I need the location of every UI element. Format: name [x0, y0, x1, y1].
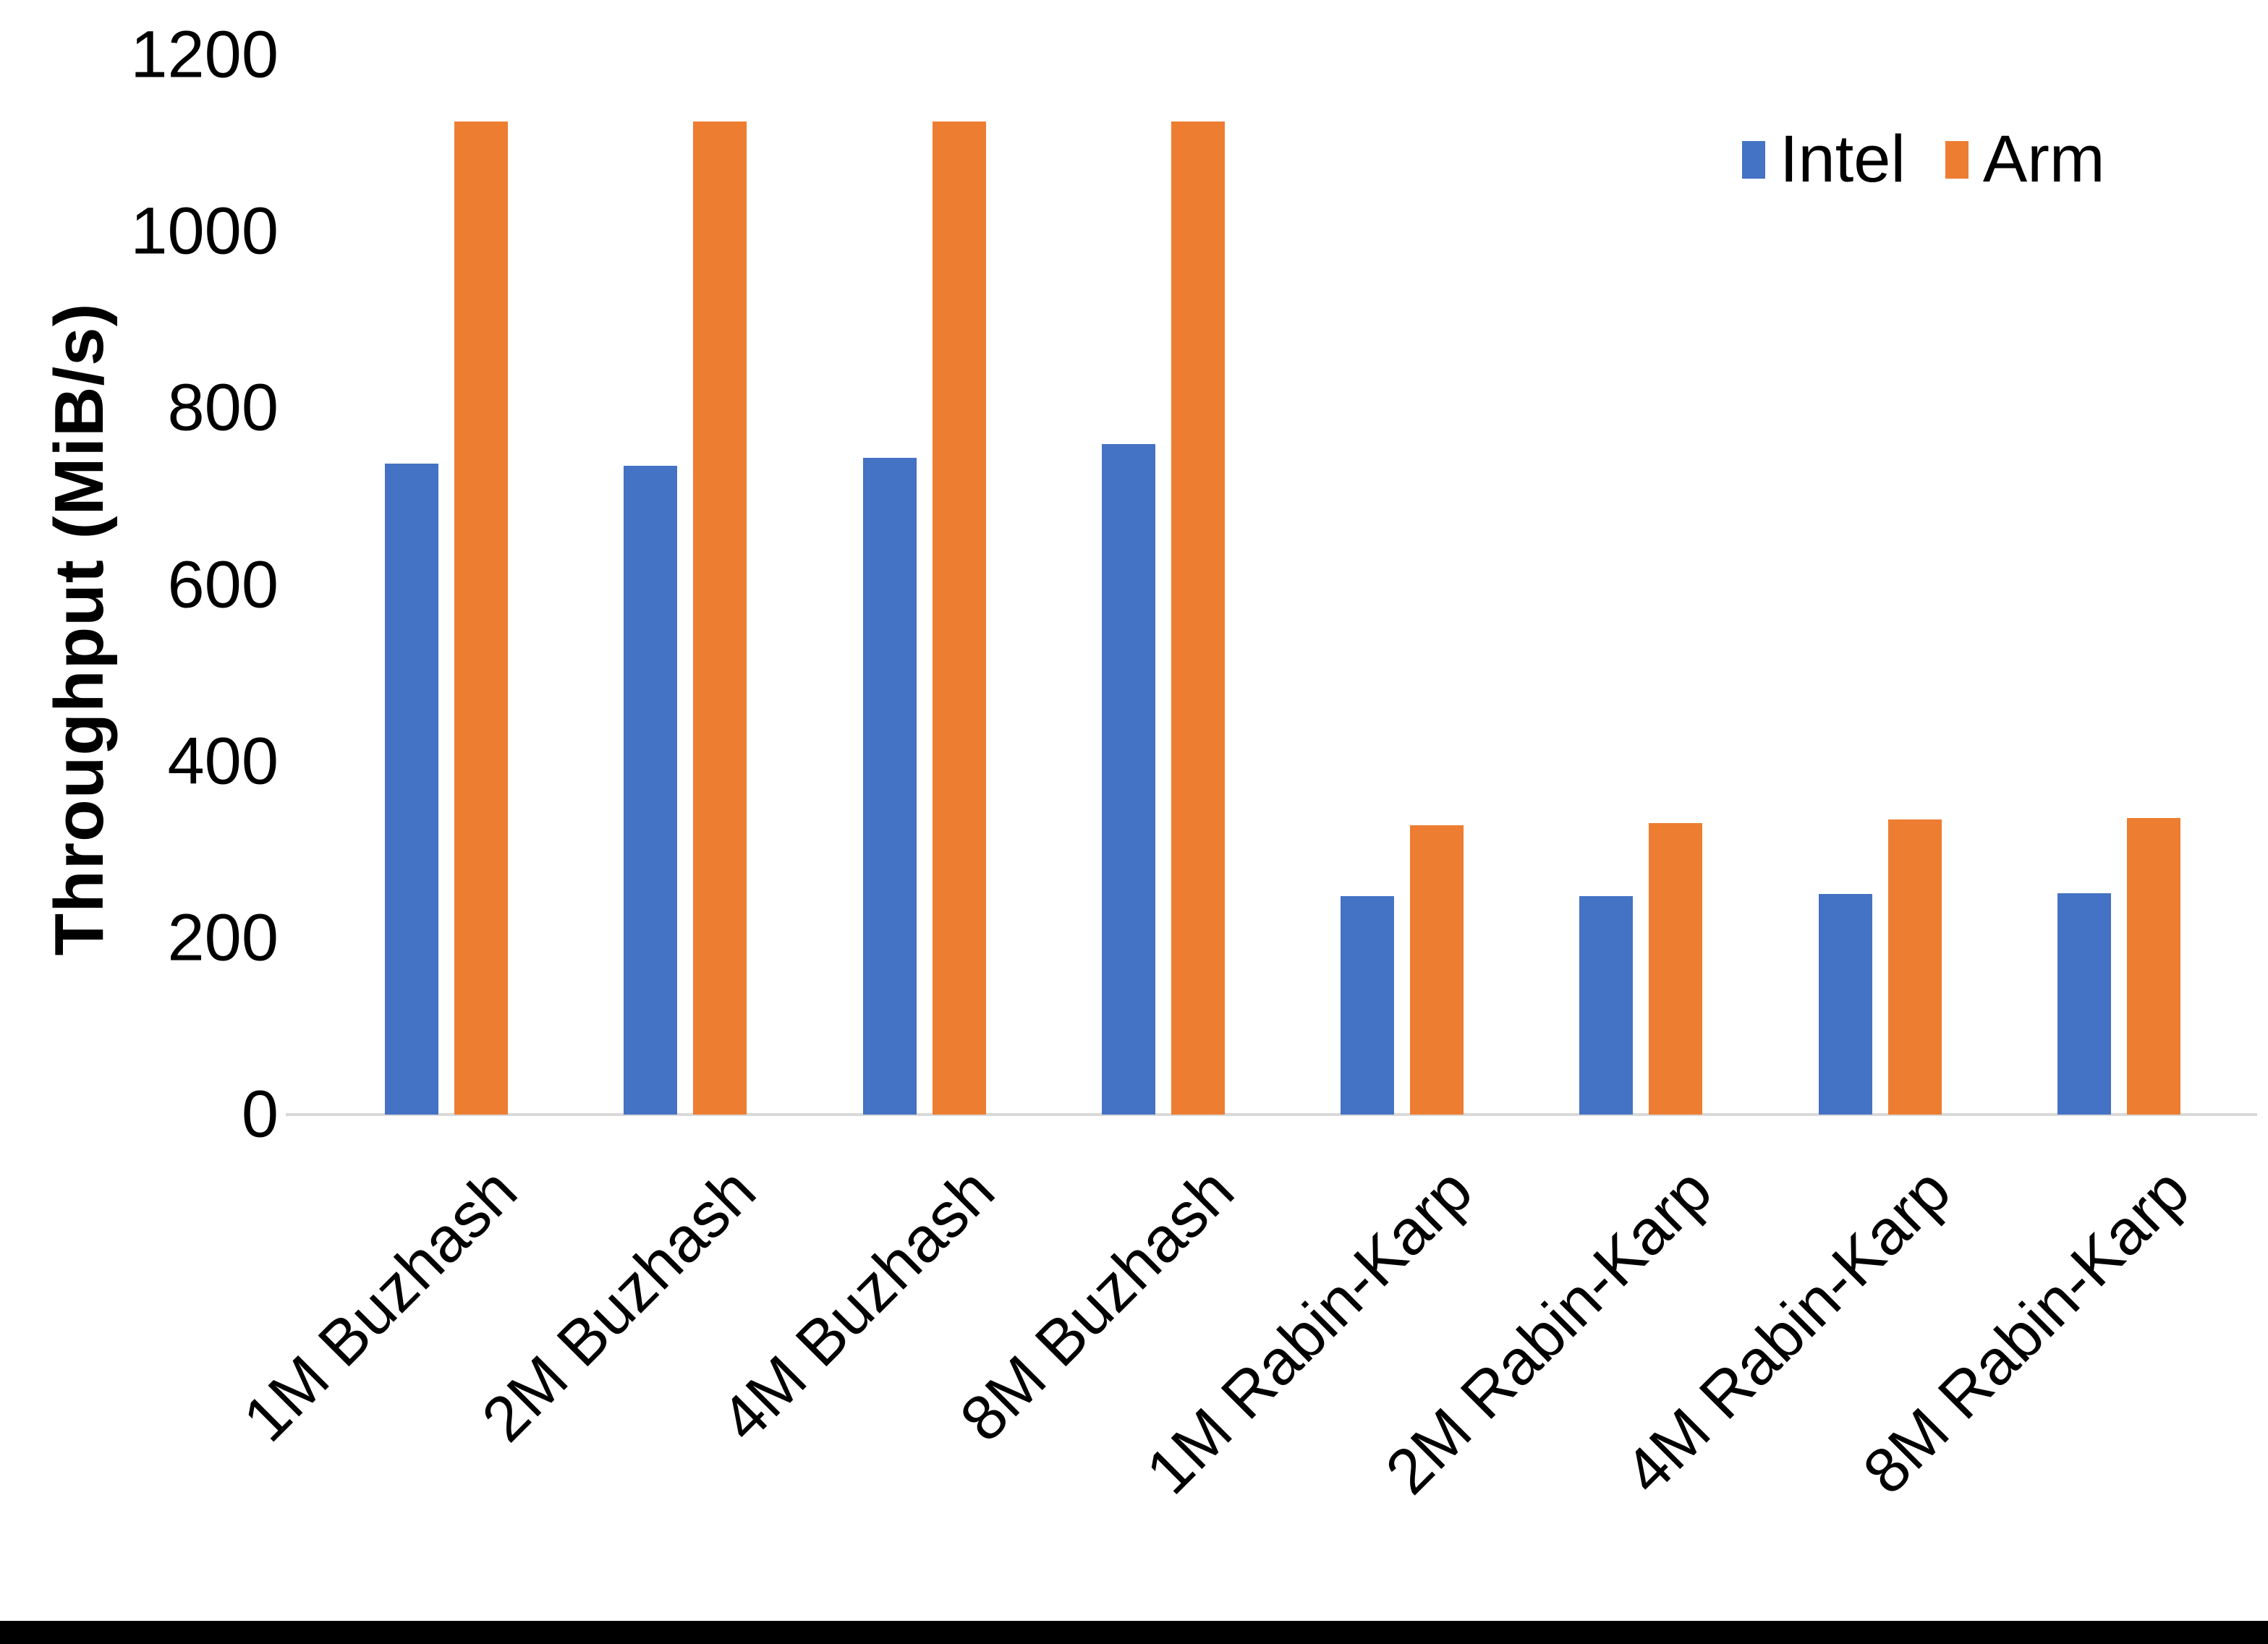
- bar-arm-2m-buzhash: [693, 121, 747, 1115]
- x-axis-line: [286, 1113, 2257, 1116]
- bar-arm-4m-buzhash: [932, 121, 986, 1115]
- bar-intel-2m-rabin-karp: [1579, 896, 1634, 1115]
- bar-intel-4m-rabin-karp: [1818, 893, 1872, 1115]
- legend-entry-arm: Arm: [1945, 122, 2105, 197]
- bar-arm-2m-rabin-karp: [1649, 823, 1703, 1115]
- y-tick-800: 800: [167, 370, 279, 445]
- y-tick-1200: 1200: [130, 17, 279, 92]
- legend-label-arm: Arm: [1982, 122, 2105, 196]
- bar-intel-8m-buzhash: [1101, 444, 1155, 1115]
- y-tick-400: 400: [167, 724, 279, 798]
- y-tick-600: 600: [167, 548, 279, 621]
- y-tick-200: 200: [167, 900, 279, 975]
- y-tick-0: 0: [241, 1077, 279, 1151]
- bar-arm-8m-rabin-karp: [2126, 817, 2180, 1115]
- bar-intel-1m-rabin-karp: [1341, 896, 1395, 1115]
- bar-intel-2m-buzhash: [624, 465, 678, 1115]
- legend: Intel Arm: [1742, 122, 2105, 197]
- plot-area: [327, 55, 2238, 1115]
- legend-label-intel: Intel: [1780, 122, 1906, 196]
- bar-group-8m-buzhash: [1044, 55, 1283, 1115]
- bar-group-1m-buzhash: [327, 55, 566, 1115]
- bar-intel-4m-buzhash: [862, 457, 917, 1115]
- y-axis-title: Throughput (MiB/s): [41, 302, 118, 956]
- bar-arm-4m-rabin-karp: [1887, 819, 1942, 1115]
- bar-group-2m-rabin-karp: [1521, 55, 1760, 1115]
- bar-group-8m-rabin-karp: [2000, 55, 2238, 1115]
- bar-intel-1m-buzhash: [385, 464, 439, 1115]
- legend-entry-intel: Intel: [1742, 122, 1906, 197]
- bar-group-4m-rabin-karp: [1761, 55, 2000, 1115]
- bar-group-4m-buzhash: [805, 55, 1044, 1115]
- bar-intel-8m-rabin-karp: [2057, 893, 2111, 1115]
- bar-arm-8m-buzhash: [1171, 121, 1225, 1115]
- bar-group-2m-buzhash: [566, 55, 804, 1115]
- bottom-border: [0, 1621, 2268, 1644]
- legend-swatch-intel: [1742, 140, 1765, 179]
- y-tick-1000: 1000: [130, 194, 279, 268]
- bar-arm-1m-buzhash: [454, 121, 509, 1115]
- bar-arm-1m-rabin-karp: [1410, 825, 1464, 1115]
- bar-group-1m-rabin-karp: [1283, 55, 1521, 1115]
- legend-swatch-arm: [1945, 140, 1968, 179]
